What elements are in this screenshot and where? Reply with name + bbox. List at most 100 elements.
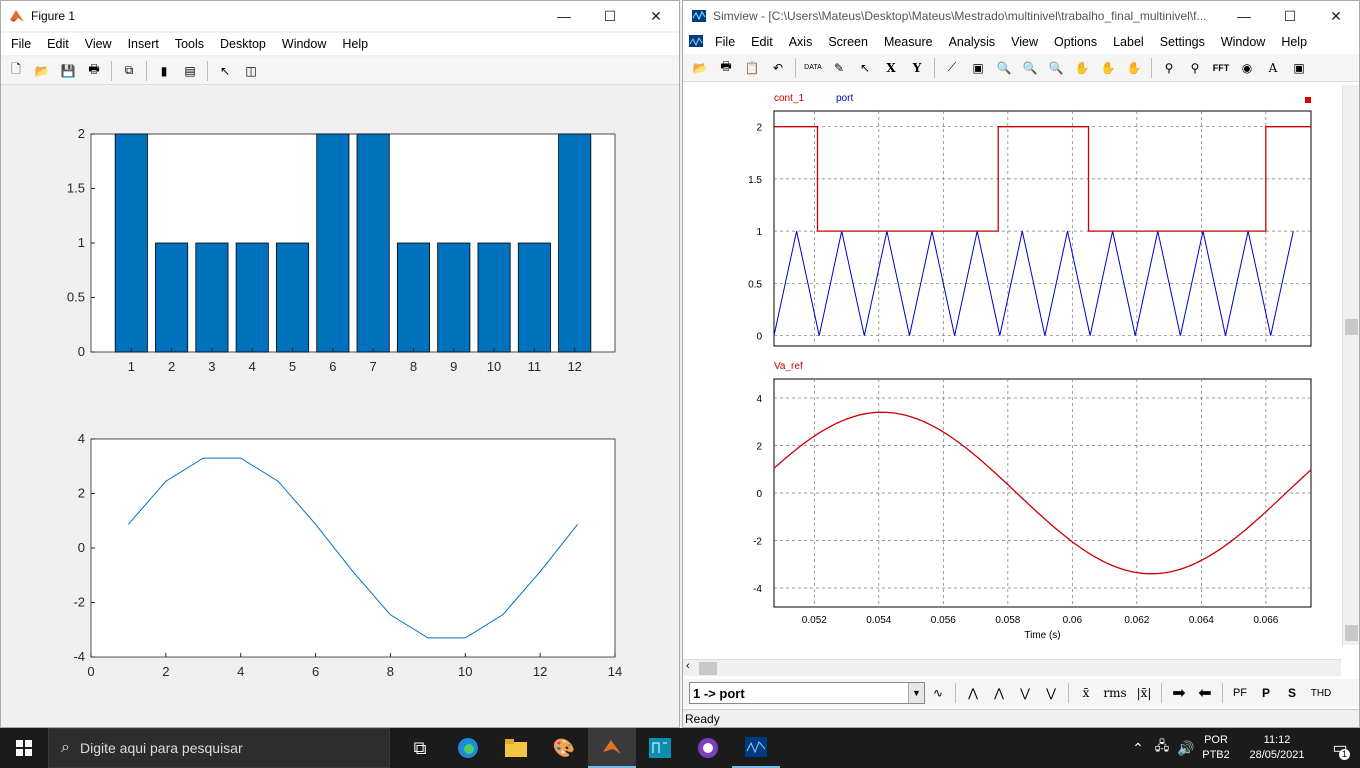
measure-icon[interactable]: ⚲ [1164, 60, 1174, 75]
figure-titlebar[interactable]: Figure 1 — ☐ ✕ [1, 1, 679, 31]
min-icon[interactable]: ⋁ [1020, 686, 1030, 700]
zoom-in-icon[interactable]: 🔍 [1022, 60, 1038, 75]
simview-taskbar-icon[interactable] [732, 728, 780, 768]
undo-icon[interactable]: ↶ [772, 60, 784, 75]
max-icon[interactable]: ⋀ [968, 686, 978, 700]
screen-icon[interactable]: ▣ [972, 60, 984, 75]
paint-icon[interactable]: 🎨 [552, 737, 576, 758]
edit-plot-icon[interactable]: ↖ [219, 63, 231, 78]
fft-icon[interactable]: FFT [1212, 62, 1230, 73]
mean-icon[interactable]: x̄ [1082, 686, 1090, 700]
next-icon[interactable]: ➡ [1172, 685, 1186, 702]
s-button[interactable]: S [1287, 686, 1296, 700]
local-min-icon[interactable]: ⋁ [1046, 686, 1056, 700]
menu-view[interactable]: View [1011, 35, 1038, 49]
menu-window[interactable]: Window [281, 37, 327, 51]
save-icon[interactable]: 💾 [60, 63, 76, 78]
curve-select[interactable]: 1 -> port ▼ [689, 682, 925, 704]
colorbar-icon[interactable]: ▮ [160, 63, 168, 78]
chevron-up-icon[interactable]: ⌃ [1132, 739, 1144, 756]
menu-insert[interactable]: Insert [127, 37, 159, 51]
menu-settings[interactable]: Settings [1159, 35, 1205, 49]
menu-window[interactable]: Window [1220, 35, 1266, 49]
print-icon[interactable]: 🖶 [88, 62, 100, 76]
matlab-taskbar-icon[interactable] [588, 728, 636, 768]
open-icon[interactable]: 📂 [34, 63, 50, 78]
menu-axis[interactable]: Axis [788, 35, 813, 49]
menu-measure[interactable]: Measure [883, 35, 933, 49]
volume-icon[interactable]: 🔊 [1177, 739, 1195, 756]
thd-button[interactable]: THD [1310, 687, 1332, 699]
new-figure-icon[interactable]: 🗋 [11, 62, 21, 76]
menu-options[interactable]: Options [1054, 35, 1098, 49]
minimize-button[interactable]: — [557, 8, 571, 24]
zoom-icon[interactable]: 🔍 [996, 60, 1012, 75]
chevron-down-icon[interactable]: ▼ [908, 683, 924, 703]
zoom-out-icon[interactable]: 🔍 [1048, 60, 1064, 75]
marker-icon[interactable]: ▣ [1293, 60, 1305, 75]
legend-icon[interactable]: ▤ [184, 63, 196, 78]
y-axis-icon[interactable]: Y [912, 60, 922, 75]
plot-browser-icon[interactable]: ◫ [245, 63, 257, 78]
rms-button[interactable]: rms [1103, 686, 1127, 700]
menu-tools[interactable]: Tools [174, 37, 205, 51]
local-max-icon[interactable]: ⋀ [994, 686, 1004, 700]
horizontal-scrollbar[interactable]: ‹ [683, 659, 1341, 676]
menu-edit[interactable]: Edit [751, 35, 773, 49]
edge-icon[interactable] [444, 728, 492, 768]
scroll-thumb[interactable] [699, 662, 717, 675]
psim-taskbar-icon[interactable] [636, 728, 684, 768]
scroll-left-icon[interactable]: ‹ [686, 660, 690, 672]
menu-help[interactable]: Help [1281, 35, 1308, 49]
curve-style-icon[interactable]: ∿ [932, 686, 944, 700]
github-icon[interactable] [684, 728, 732, 768]
windows-start-icon[interactable] [0, 728, 48, 768]
print-icon[interactable]: 🖶 [720, 59, 732, 73]
menu-screen[interactable]: Screen [828, 35, 868, 49]
pan-icon[interactable]: ✋ [1074, 60, 1090, 75]
menu-view[interactable]: View [84, 37, 112, 51]
prev-icon[interactable]: ⬅ [1198, 685, 1212, 702]
link-plot-icon[interactable]: ⧉ [124, 63, 134, 77]
menu-edit[interactable]: Edit [47, 37, 69, 51]
pf-button[interactable]: PF [1232, 687, 1248, 699]
minimize-button[interactable]: — [1237, 8, 1251, 24]
simview-titlebar[interactable]: Simview - [C:\Users\Mateus\Desktop\Mateu… [683, 1, 1359, 31]
text-label-icon[interactable]: A [1268, 60, 1278, 75]
menu-help[interactable]: Help [342, 37, 369, 51]
network-icon[interactable]: 🖧 [1154, 738, 1170, 753]
menu-file[interactable]: File [11, 37, 32, 51]
scroll-thumb[interactable] [1345, 319, 1358, 335]
menu-label[interactable]: Label [1113, 35, 1144, 49]
p-button[interactable]: P [1261, 686, 1270, 700]
close-button[interactable]: ✕ [1330, 7, 1342, 24]
figure-menubar: File Edit View Insert Tools Desktop Wind… [1, 33, 679, 55]
open-icon[interactable]: 📂 [692, 60, 708, 75]
pan-y-icon[interactable]: ✋ [1126, 60, 1142, 75]
file-explorer-icon[interactable] [492, 728, 540, 768]
chart-edit-icon[interactable]: ✎ [833, 60, 845, 75]
add-curve-icon[interactable]: ⟋ [947, 60, 957, 74]
menu-analysis[interactable]: Analysis [948, 35, 996, 49]
close-button[interactable]: ✕ [650, 7, 662, 24]
clock[interactable]: 11:12 28/05/2021 [1234, 733, 1320, 763]
scroll-thumb[interactable] [1345, 625, 1358, 641]
settings-icon[interactable]: ◉ [1241, 60, 1253, 75]
notification-icon[interactable]: ▭ 1 [1320, 728, 1360, 768]
measure-off-icon[interactable]: ⚲ [1190, 60, 1200, 75]
task-view-icon[interactable]: ⧉ [413, 737, 427, 758]
maximize-button[interactable]: ☐ [603, 7, 617, 24]
language-indicator[interactable]: POR PTB2 [1198, 733, 1234, 763]
clipboard-icon[interactable]: 📋 [744, 60, 760, 75]
x-axis-icon[interactable]: X [886, 60, 896, 75]
vertical-scrollbar[interactable] [1342, 85, 1359, 645]
abs-mean-icon[interactable]: |x̄| [1136, 686, 1152, 700]
x-tick-label: 9 [450, 359, 457, 374]
menu-desktop[interactable]: Desktop [220, 37, 266, 51]
maximize-button[interactable]: ☐ [1283, 7, 1297, 24]
data-icon[interactable]: DATA [804, 64, 822, 71]
menu-file[interactable]: File [715, 35, 736, 49]
select-icon[interactable]: ↖ [859, 60, 871, 75]
pan-x-icon[interactable]: ✋ [1100, 60, 1116, 75]
taskbar-search[interactable]: ⌕ Digite aqui para pesquisar [48, 728, 390, 768]
